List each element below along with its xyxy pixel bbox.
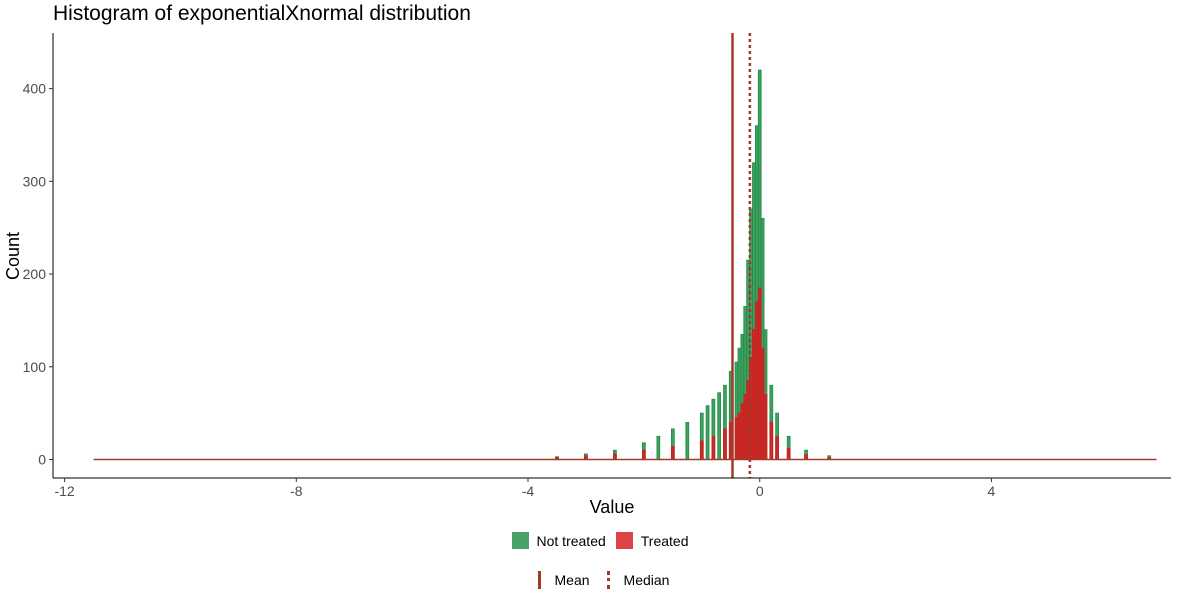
treated-bar <box>734 417 739 460</box>
treated-bar <box>757 287 762 460</box>
treated-bar <box>775 435 779 460</box>
treated-bar <box>642 449 646 460</box>
line-legend: Mean Median <box>0 570 1200 590</box>
legend-label-treated: Treated <box>640 532 689 549</box>
treated-bar <box>754 301 759 460</box>
treated-bar <box>760 347 765 460</box>
treated-bar <box>737 412 742 460</box>
not-treated-bar <box>685 421 690 460</box>
treated-bar <box>740 403 745 460</box>
not-treated-bars <box>555 69 832 460</box>
treated-bar <box>749 357 753 460</box>
treated-bar <box>769 421 774 460</box>
treated-bar <box>763 394 768 460</box>
treated-bar <box>670 446 675 460</box>
reference-lines <box>731 33 752 478</box>
legend-item-treated[interactable]: Treated <box>615 532 689 549</box>
legend-swatch-treated <box>615 532 633 549</box>
legend-item-mean[interactable]: Mean <box>531 570 590 590</box>
legend-item-median[interactable]: Median <box>600 570 670 590</box>
treated-bar <box>743 394 748 460</box>
treated-bar <box>613 453 617 460</box>
treated-bar <box>723 428 727 460</box>
y-tick-label: 0 <box>38 451 46 467</box>
y-axis-ticks: 0 100 200 300 400 <box>23 81 53 467</box>
x-tick-label: -8 <box>290 483 303 499</box>
legend-label-mean: Mean <box>554 572 590 588</box>
legend-key-median <box>600 570 616 590</box>
fill-legend: Not treated Treated <box>0 532 1200 549</box>
x-tick-label: 4 <box>988 483 996 499</box>
treated-bar <box>752 329 756 460</box>
legend-key-mean <box>531 570 547 590</box>
x-tick-label: -4 <box>522 483 535 499</box>
y-tick-label: 100 <box>23 359 47 375</box>
x-tick-label: -12 <box>54 483 74 499</box>
legend-label-not-treated: Not treated <box>536 532 606 549</box>
not-treated-bar <box>656 435 661 460</box>
not-treated-bar <box>717 392 722 460</box>
not-treated-bar <box>705 405 710 460</box>
x-axis-ticks: -12 -8 -4 0 4 <box>54 478 996 499</box>
y-tick-label: 200 <box>23 266 47 282</box>
legend-item-not-treated[interactable]: Not treated <box>511 532 606 549</box>
legend-label-median: Median <box>623 572 670 588</box>
y-tick-label: 400 <box>23 81 47 97</box>
treated-bars <box>93 287 1157 461</box>
y-tick-label: 300 <box>23 173 47 189</box>
treated-bar <box>699 440 704 460</box>
x-axis-title: Value <box>590 497 635 517</box>
legend-swatch-not-treated <box>511 532 529 549</box>
y-axis-title: Count <box>3 232 23 280</box>
x-tick-label: 0 <box>756 483 764 499</box>
treated-bar <box>786 447 791 460</box>
treated-bar <box>711 435 716 460</box>
chart-title: Histogram of exponentialXnormal distribu… <box>53 2 471 25</box>
